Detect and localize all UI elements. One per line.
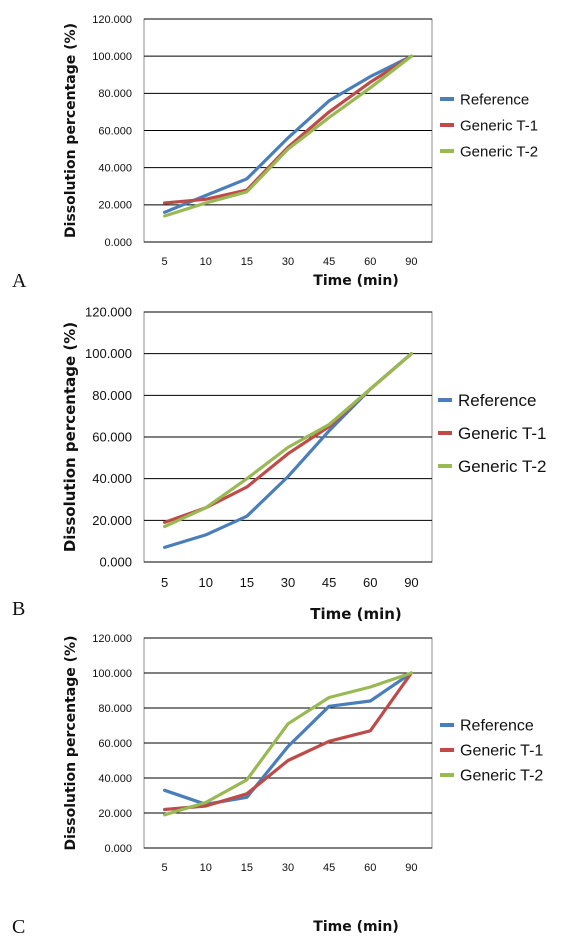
legend-label: Generic T-1 bbox=[460, 117, 538, 134]
y-axis-title: Dissolution percentage (%) bbox=[63, 636, 79, 851]
panel-label: A bbox=[12, 270, 27, 292]
x-tick-label: 45 bbox=[323, 862, 335, 874]
x-tick-label: 5 bbox=[162, 862, 168, 874]
y-tick-label: 100.000 bbox=[92, 51, 132, 63]
x-tick-label: 5 bbox=[162, 256, 168, 268]
x-tick-label: 10 bbox=[198, 575, 212, 590]
legend-label: Reference bbox=[460, 718, 534, 735]
y-tick-label: 0.000 bbox=[104, 237, 132, 249]
y-axis-title: Dissolution percentage (%) bbox=[63, 23, 79, 238]
x-axis-title: Time (min) bbox=[313, 273, 398, 289]
y-tick-label: 20.000 bbox=[92, 513, 132, 528]
x-tick-label: 10 bbox=[200, 862, 212, 874]
legend-label: Generic T-2 bbox=[460, 768, 543, 785]
legend-label: Generic T-2 bbox=[460, 143, 538, 160]
y-tick-label: 80.000 bbox=[98, 88, 132, 100]
x-tick-label: 90 bbox=[405, 862, 417, 874]
x-tick-label: 60 bbox=[363, 575, 377, 590]
y-tick-label: 120.000 bbox=[92, 633, 132, 645]
chart-panel-c: 0.000 20.000 40.000 60.000 80.000 100.000 120.… bbox=[12, 633, 543, 938]
x-tick-label: 30 bbox=[281, 575, 295, 590]
x-axis-title: Time (min) bbox=[310, 605, 402, 623]
x-tick-label: 60 bbox=[364, 256, 376, 268]
y-tick-label: 120.000 bbox=[92, 14, 132, 26]
y-tick-label: 80.000 bbox=[98, 703, 132, 715]
x-tick-label: 30 bbox=[282, 862, 294, 874]
y-tick-label: 120.000 bbox=[85, 305, 132, 320]
y-tick-label: 100.000 bbox=[85, 346, 132, 361]
y-tick-label: 60.000 bbox=[92, 430, 132, 445]
x-tick-label: 60 bbox=[364, 862, 376, 874]
x-tick-label: 45 bbox=[322, 575, 336, 590]
y-axis-title: Dissolution percentage (%) bbox=[61, 322, 79, 552]
x-tick-label: 30 bbox=[282, 256, 294, 268]
y-tick-label: 60.000 bbox=[98, 738, 132, 750]
x-tick-label: 90 bbox=[405, 256, 417, 268]
y-tick-label: 20.000 bbox=[98, 200, 132, 212]
chart-panel-b: 0.000 20.000 40.000 60.000 80.000 100.000 120.… bbox=[12, 305, 547, 623]
panel-label: C bbox=[12, 916, 25, 938]
y-tick-label: 80.000 bbox=[92, 388, 132, 403]
legend-label: Generic T-1 bbox=[460, 743, 543, 760]
x-tick-label: 5 bbox=[161, 575, 168, 590]
series-line-generic-t-2 bbox=[163, 352, 413, 529]
legend-label: Generic T-1 bbox=[458, 424, 547, 443]
y-tick-label: 0.000 bbox=[104, 843, 132, 855]
series-line-reference bbox=[163, 671, 413, 806]
series-line-generic-t-2 bbox=[163, 54, 413, 218]
x-tick-label: 15 bbox=[241, 256, 253, 268]
y-tick-label: 0.000 bbox=[99, 555, 132, 570]
series-line-generic-t-1 bbox=[163, 671, 413, 812]
legend-label: Generic T-2 bbox=[458, 457, 547, 476]
chart-panel-a: 0.000 20.000 40.000 60.000 80.000 100.000 120.… bbox=[12, 14, 538, 292]
legend-label: Reference bbox=[458, 391, 536, 410]
x-tick-label: 15 bbox=[240, 575, 254, 590]
x-tick-label: 10 bbox=[200, 256, 212, 268]
y-tick-label: 40.000 bbox=[92, 471, 132, 486]
panel-label: B bbox=[12, 598, 25, 620]
x-tick-label: 45 bbox=[323, 256, 335, 268]
x-tick-label: 15 bbox=[241, 862, 253, 874]
x-tick-label: 90 bbox=[404, 575, 418, 590]
series-line-generic-t-2 bbox=[163, 671, 413, 817]
y-tick-label: 20.000 bbox=[98, 808, 132, 820]
y-tick-label: 40.000 bbox=[98, 773, 132, 785]
y-tick-label: 100.000 bbox=[92, 668, 132, 680]
x-axis-title: Time (min) bbox=[313, 919, 398, 935]
y-tick-label: 40.000 bbox=[98, 163, 132, 175]
y-tick-label: 60.000 bbox=[98, 125, 132, 137]
legend-label: Reference bbox=[460, 91, 529, 108]
series-line-reference bbox=[163, 54, 413, 214]
